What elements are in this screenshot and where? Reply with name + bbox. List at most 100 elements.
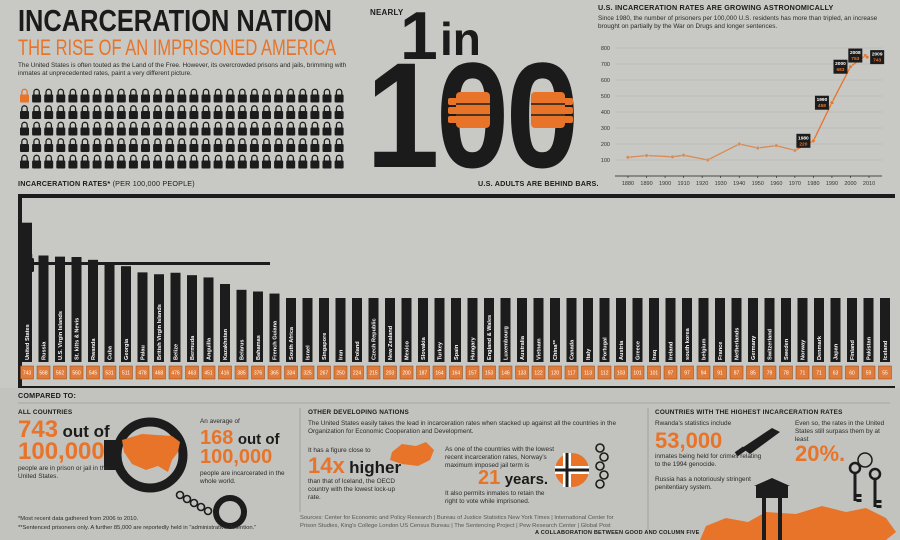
value-label: 531 xyxy=(105,371,114,377)
lock-body xyxy=(153,94,163,103)
lock-body xyxy=(32,111,42,119)
data-point xyxy=(829,100,834,105)
lock-body xyxy=(177,127,187,136)
lock-icon xyxy=(141,88,150,103)
lock-body xyxy=(20,160,29,169)
lock-shackle xyxy=(154,88,161,95)
lock-shackle xyxy=(263,88,270,95)
value-box xyxy=(746,365,760,380)
lock-shackle xyxy=(130,138,137,145)
category-label: Australia xyxy=(520,335,526,360)
lock-body xyxy=(68,94,78,103)
label-plate xyxy=(665,298,676,362)
lock-icon xyxy=(68,88,78,103)
lock-icon xyxy=(286,154,296,169)
lock-body xyxy=(92,111,102,119)
value-box xyxy=(861,365,876,380)
key xyxy=(873,479,877,507)
lock-body xyxy=(262,160,271,169)
flag-cross xyxy=(565,453,569,487)
category-label: Greece xyxy=(636,341,642,360)
lock-shackle xyxy=(178,154,186,161)
value-box xyxy=(581,365,595,380)
lock-shackle xyxy=(45,154,53,161)
lock-icon xyxy=(274,154,284,169)
lock-body xyxy=(116,144,126,152)
lock-icon xyxy=(56,88,66,103)
lock-icon xyxy=(92,138,102,152)
lock-shackle xyxy=(238,154,246,161)
value-label: 78 xyxy=(783,371,789,377)
lock-body xyxy=(165,94,175,103)
lock-body xyxy=(56,160,66,169)
value-box xyxy=(383,365,397,380)
lock-icon xyxy=(225,138,235,152)
label-plate xyxy=(484,298,494,362)
lock-shackle xyxy=(263,154,270,161)
lock-body xyxy=(153,144,163,152)
lock-icon xyxy=(177,121,187,136)
value-label: 187 xyxy=(419,371,428,377)
value-label: 71 xyxy=(816,371,822,377)
compared-heading: COMPARED TO: xyxy=(18,391,77,400)
lock-icon xyxy=(141,121,150,136)
lock-icon xyxy=(298,138,308,152)
lock-shackle xyxy=(33,138,40,145)
lock-shackle xyxy=(226,121,234,128)
lock-icon xyxy=(44,154,54,169)
label-plate xyxy=(302,298,313,362)
value-box xyxy=(812,365,826,380)
x-tick-label: 2000 xyxy=(844,181,856,187)
lock-body xyxy=(322,160,332,169)
key-ring xyxy=(857,452,873,468)
x-tick-label: 1980 xyxy=(807,181,819,187)
lock-body xyxy=(310,160,320,169)
lock-icon xyxy=(56,138,66,152)
category-label: Belarus xyxy=(240,339,246,360)
lock-shackle xyxy=(166,154,174,161)
lock-icon xyxy=(237,121,247,136)
lock-body xyxy=(44,94,54,103)
value-label: 560 xyxy=(72,371,81,377)
x-tick-label: 1990 xyxy=(826,181,838,187)
lock-shackle xyxy=(178,105,186,112)
lock-body xyxy=(225,160,235,169)
value-box xyxy=(680,365,694,380)
lock-shackle xyxy=(251,121,258,128)
category-label: Poland xyxy=(355,341,361,360)
lock-shackle xyxy=(311,88,319,95)
label-plate xyxy=(368,298,379,362)
lock-body xyxy=(237,94,247,103)
lock-icon xyxy=(68,154,78,169)
category-label: Finland xyxy=(850,340,856,360)
world-text: people are incarcerated in the whole wor… xyxy=(200,470,285,485)
lock-shackle xyxy=(45,105,53,112)
point-label-box xyxy=(870,50,885,65)
value-label: 451 xyxy=(204,371,213,377)
key xyxy=(876,505,882,508)
lock-body xyxy=(213,160,223,169)
lock-icon xyxy=(334,88,344,103)
lock-icon xyxy=(128,154,138,169)
lock-body xyxy=(274,160,284,169)
lock-icon xyxy=(56,121,66,136)
chain-link xyxy=(599,470,609,480)
key xyxy=(853,473,857,501)
lock-icon xyxy=(237,138,247,152)
lock-icon xyxy=(68,138,78,152)
category-label: Bermuda xyxy=(190,335,196,360)
y-tick-label: 600 xyxy=(601,78,610,84)
lock-icon xyxy=(298,105,308,119)
lock-shackle xyxy=(263,105,270,112)
subtitle: THE RISE OF AN IMPRISONED AMERICA xyxy=(18,35,337,60)
value-box xyxy=(251,365,265,380)
category-label: Iran xyxy=(339,349,345,360)
data-point xyxy=(681,153,686,158)
lock-body xyxy=(104,160,114,169)
lock-icon xyxy=(249,121,259,136)
lock-icon xyxy=(249,88,259,103)
lock-shackle xyxy=(323,121,331,128)
